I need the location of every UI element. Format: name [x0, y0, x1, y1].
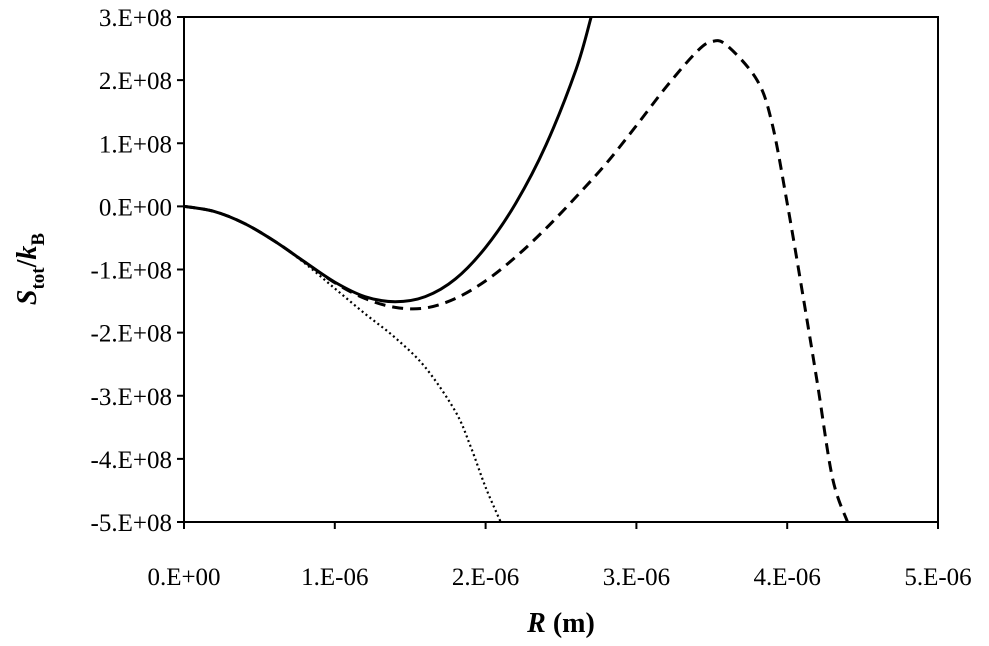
series-group	[184, 17, 849, 522]
x-tick-label: 5.E-06	[904, 564, 971, 591]
y-tick-label: -3.E+08	[91, 384, 172, 411]
x-tick-label: 2.E-06	[452, 564, 519, 591]
y-tick-label: 1.E+08	[99, 131, 172, 158]
tick-labels: 0.E+00 1.E-06 2.E-06 3.E-06 4.E-06 5.E-06 3.E+…	[91, 5, 972, 591]
x-tick-label: 3.E-06	[603, 564, 670, 591]
series-line-dashed	[184, 39, 849, 522]
x-axis-title: R (m)	[526, 608, 595, 639]
plot-area	[183, 16, 939, 523]
y-tick-label: -5.E+08	[91, 510, 172, 537]
y-tick-label: 0.E+00	[99, 194, 172, 221]
x-tick-label: 0.E+00	[147, 564, 220, 591]
series-line-dotted	[184, 205, 502, 522]
y-tick-label: -4.E+08	[91, 447, 172, 474]
x-tick-label: 1.E-06	[301, 564, 368, 591]
y-tick-label: -1.E+08	[91, 258, 172, 285]
y-tick-label: -2.E+08	[91, 321, 172, 348]
axis-ticks	[177, 16, 939, 529]
y-tick-label: 3.E+08	[99, 5, 172, 32]
y-axis-title: Stot/kB	[12, 233, 49, 306]
x-tick-label: 4.E-06	[754, 564, 821, 591]
y-tick-label: 2.E+08	[99, 68, 172, 95]
